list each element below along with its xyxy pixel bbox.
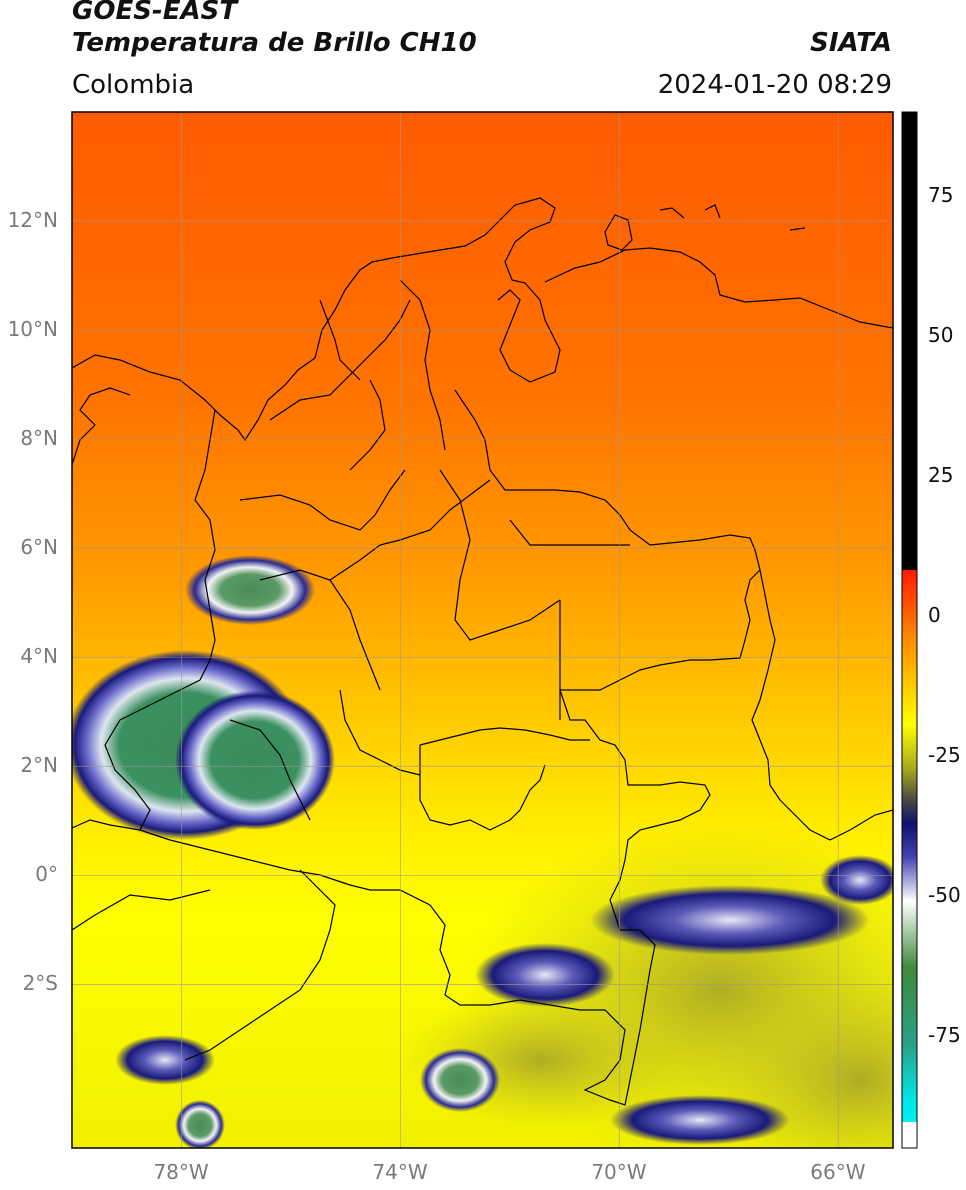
lat-tick-label: 2°N [20,753,58,778]
colorbar-gradient [902,570,917,1122]
island-bonaire [704,204,721,219]
lat-tick-label: 6°N [20,535,58,560]
colorbar-frame [901,111,918,1149]
department-boundary-cesar [399,279,446,451]
map-title-product: Temperatura de Brillo CH10 [72,28,477,58]
convective-cloud-pacific-2 [175,690,335,830]
panama-coastline [72,387,131,466]
lat-tick-label: 4°N [20,644,58,669]
ecuador-peru-border [184,869,336,1061]
colorbar-tick-label: 75 [928,183,954,207]
paraguana-peninsula [604,214,633,251]
ecuador-coast [72,889,211,931]
department-boundary-andes [329,479,491,581]
convective-cloud-amazon-2 [420,1048,500,1112]
colorbar-tick-label: 50 [928,323,954,347]
colorbar-black-segment [902,112,917,570]
department-boundary-casanare [509,519,630,546]
colorbar-tick-label: 0 [928,603,941,627]
lat-tick-label: 8°N [20,426,58,451]
coastlines-borders [72,197,893,1106]
region-label: Colombia [72,70,195,100]
department-boundary-bolivar [349,379,386,471]
department-boundary-north [269,299,411,421]
island-margarita [789,227,806,231]
department-boundary-narino [229,719,311,821]
colorbar-tick-label: -25 [928,743,961,767]
department-boundary-south [419,727,590,746]
colorbar-tick-label: -75 [928,1023,961,1047]
venezuela-coastline [544,247,893,329]
lon-tick-label: 66°W [810,1160,866,1184]
convective-cloud-choco [185,555,315,625]
colorbar [901,111,918,1149]
cloud-band-southwest [115,1035,215,1085]
cloud-band-east-2 [820,855,893,905]
lon-tick-label: 70°W [591,1160,647,1184]
department-boundary-cordoba [319,299,361,381]
convective-cloud-amazon [475,943,615,1007]
cloud-band-east [590,885,870,955]
island-curacao [659,207,685,219]
department-boundary-meta [439,469,561,641]
lat-tick-label: 10°N [7,317,58,342]
map-title-satellite: GOES-EAST [72,0,238,26]
colorbar-tick-label: -50 [928,883,961,907]
lon-tick-label: 78°W [153,1160,209,1184]
department-boundary-guaviare [419,745,546,831]
department-boundary-huila [339,689,421,776]
cloud-band-southeast [610,1095,790,1145]
colombia-venezuela-border [139,389,761,1106]
venezuela-brazil-border [751,569,893,841]
department-boundary-central [259,569,381,691]
colorbar-white-segment [902,1122,917,1148]
caribbean-coastline [72,197,561,442]
gridlines [72,112,893,1148]
lat-tick-label: 2°S [22,971,58,996]
colorbar-tick-label: 25 [928,463,954,487]
lon-tick-label: 74°W [372,1160,428,1184]
convective-cloud-southwest [175,1100,225,1148]
lat-tick-label: 0° [35,862,58,887]
department-boundary-antioquia [239,469,406,531]
lat-tick-label: 12°N [7,208,58,233]
timestamp-label: 2024-01-20 08:29 [657,70,892,100]
pacific-coastline [72,409,216,831]
brand-label: SIATA [810,28,892,58]
map-frame [71,111,894,1149]
